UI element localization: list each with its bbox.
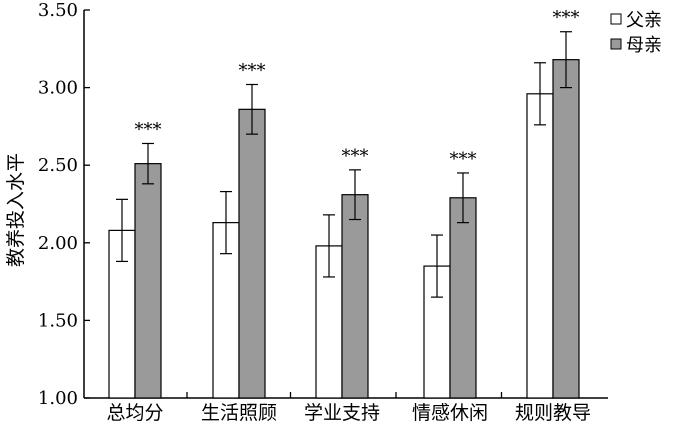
y-axis-label: 教养投入水平 — [5, 153, 27, 267]
significance-marker: *** — [342, 146, 369, 167]
x-category-label: 生活照顾 — [201, 402, 277, 424]
x-category-label: 学业支持 — [304, 402, 380, 424]
category-labels: 总均分 生活照顾 学业支持 情感休闲 规则教导 — [106, 402, 591, 424]
y-tick-label: 2.00 — [38, 233, 78, 254]
legend-swatch-father — [610, 13, 622, 25]
x-category-label: 规则教导 — [515, 402, 591, 424]
significance-marker: *** — [450, 149, 477, 170]
significance-marker: *** — [553, 8, 580, 29]
legend-label-mother: 母亲 — [626, 35, 662, 56]
bar-mother — [238, 108, 266, 399]
y-tick-label: 1.00 — [38, 388, 78, 409]
x-category-label: 情感休闲 — [412, 402, 488, 424]
bar-mother — [134, 163, 162, 399]
significance-marker: *** — [135, 119, 162, 140]
legend: 父亲 母亲 — [610, 10, 662, 56]
x-category-label: 总均分 — [106, 402, 163, 424]
bars: *** *** *** *** *** — [108, 8, 580, 399]
bar-mother — [552, 59, 580, 399]
axes: 1.00 1.50 2.00 2.50 3.00 3.50 — [38, 0, 608, 409]
y-tick-label: 3.00 — [38, 78, 78, 99]
significance-marker: *** — [239, 60, 266, 81]
legend-swatch-mother — [610, 38, 622, 50]
y-tick-label: 2.50 — [38, 155, 78, 176]
bar-mother — [341, 194, 369, 399]
y-tick-label: 1.50 — [38, 310, 78, 331]
y-tick-label: 3.50 — [38, 0, 78, 21]
bar-mother — [449, 197, 477, 399]
bar-father — [526, 93, 554, 399]
legend-label-father: 父亲 — [626, 10, 662, 31]
